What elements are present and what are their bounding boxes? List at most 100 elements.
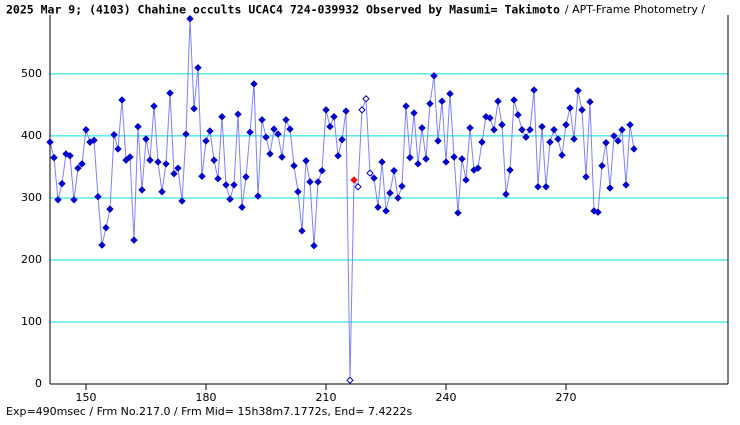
- x-tick-label: 180: [196, 391, 217, 404]
- data-point: [474, 164, 482, 172]
- data-point: [50, 153, 58, 162]
- chart-title: 2025 Mar 9; (4103) Chahine occults UCAC4…: [6, 3, 560, 17]
- data-point: [586, 98, 594, 106]
- data-point: [322, 106, 330, 114]
- data-point: [150, 102, 158, 110]
- data-point: [358, 106, 366, 114]
- data-point: [206, 127, 214, 135]
- data-point: [614, 137, 622, 145]
- data-point: [374, 203, 382, 211]
- x-tick-label: 240: [436, 391, 457, 404]
- data-point: [438, 97, 446, 105]
- data-point: [494, 97, 502, 105]
- data-point: [54, 196, 62, 204]
- y-tick-label: 300: [21, 191, 42, 204]
- data-point: [386, 189, 394, 197]
- data-point: [198, 172, 206, 180]
- data-point: [290, 161, 298, 170]
- data-point: [414, 160, 422, 168]
- footer: Exp=490msec / Frm No.217.0 / Frm Mid= 15…: [6, 405, 412, 418]
- data-point: [114, 145, 122, 153]
- data-point: [434, 137, 442, 145]
- data-point: [554, 135, 562, 143]
- data-point: [394, 194, 402, 202]
- y-tick-label: 400: [21, 129, 42, 142]
- data-point: [286, 125, 294, 133]
- data-point: [246, 128, 254, 136]
- y-tick-label: 200: [21, 253, 42, 266]
- data-point: [526, 126, 534, 134]
- data-point: [162, 160, 170, 168]
- data-point: [330, 113, 338, 121]
- data-point: [98, 241, 106, 249]
- data-point: [174, 164, 182, 172]
- data-point: [362, 95, 370, 103]
- data-point: [598, 161, 606, 170]
- data-point: [618, 126, 626, 134]
- data-point: [546, 138, 554, 146]
- data-point: [170, 170, 178, 178]
- data-point: [490, 126, 498, 134]
- data-point: [550, 126, 558, 134]
- data-point: [346, 376, 354, 384]
- x-tick-label: 150: [76, 391, 97, 404]
- data-point: [74, 164, 82, 172]
- data-point: [238, 203, 246, 211]
- data-point: [302, 157, 310, 165]
- data-point: [230, 181, 238, 189]
- data-point: [146, 156, 154, 164]
- data-point: [426, 99, 434, 108]
- data-point: [126, 153, 134, 161]
- data-point: [466, 124, 474, 132]
- data-point: [182, 130, 190, 138]
- data-point: [354, 183, 362, 191]
- data-point: [622, 181, 630, 189]
- data-point: [178, 197, 186, 205]
- data-point: [122, 156, 130, 164]
- data-point: [498, 121, 506, 129]
- data-point: [534, 183, 542, 191]
- data-point: [578, 106, 586, 114]
- data-point: [326, 122, 334, 131]
- x-tick-label: 270: [556, 391, 577, 404]
- data-point: [630, 145, 638, 153]
- data-point: [318, 166, 326, 175]
- data-point: [518, 126, 526, 134]
- data-point: [62, 150, 70, 158]
- data-point: [530, 86, 538, 94]
- data-point: [482, 113, 490, 121]
- data-point: [538, 122, 546, 131]
- data-point: [58, 179, 66, 188]
- data-point: [222, 181, 230, 189]
- data-point: [282, 116, 290, 124]
- data-point: [306, 178, 314, 186]
- data-point: [570, 135, 578, 143]
- data-point: [94, 193, 102, 201]
- data-point: [134, 122, 142, 131]
- data-point: [422, 155, 430, 163]
- data-point: [78, 160, 86, 168]
- data-point: [294, 188, 302, 196]
- data-point: [566, 104, 574, 112]
- data-point: [462, 176, 470, 184]
- data-point: [210, 156, 218, 164]
- data-point: [366, 169, 374, 177]
- data-point: [398, 182, 406, 190]
- data-point: [334, 152, 342, 160]
- data-point: [406, 153, 414, 162]
- data-point: [158, 188, 166, 196]
- data-point: [274, 130, 282, 138]
- x-tick-label: 210: [316, 391, 337, 404]
- data-point: [442, 158, 450, 166]
- data-point: [314, 178, 322, 186]
- data-point: [454, 209, 462, 217]
- data-point: [562, 121, 570, 129]
- data-point: [506, 166, 514, 174]
- data-point: [606, 184, 614, 192]
- data-point: [382, 207, 390, 215]
- data-point: [542, 183, 550, 191]
- data-point: [118, 96, 126, 104]
- data-point: [250, 80, 258, 88]
- data-point: [262, 133, 270, 141]
